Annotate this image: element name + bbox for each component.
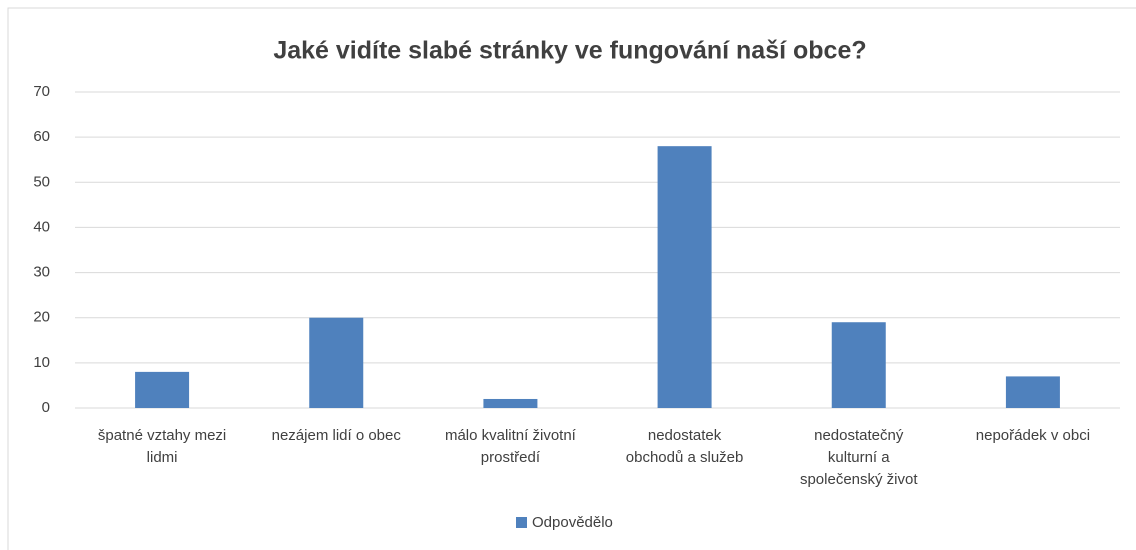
y-tick-label: 70 [33, 83, 50, 100]
x-tick-label: málo kvalitní životní prostředí [444, 427, 576, 466]
y-tick-label: 10 [33, 354, 50, 371]
x-tick-label: nedostatečný kulturní a společenský živo… [799, 427, 918, 488]
y-tick-label: 60 [33, 128, 50, 145]
bar [309, 317, 364, 408]
y-tick-label: 0 [42, 399, 50, 416]
chart-title: Jaké vidíte slabé stránky ve fungování n… [273, 37, 866, 65]
x-tick-label: nezájem lidí o obec [271, 427, 401, 444]
y-tick-label: 20 [33, 309, 50, 326]
y-tick-label: 30 [33, 264, 50, 281]
y-tick-label: 40 [33, 218, 50, 235]
bar [483, 398, 538, 408]
bar [1005, 376, 1060, 408]
x-tick-label: nedostatek obchodů a služeb [625, 427, 744, 466]
bar [831, 322, 886, 408]
bar [657, 146, 712, 408]
legend-swatch [516, 517, 527, 528]
x-tick-label: nepořádek v obci [975, 427, 1091, 444]
x-tick-label: špatné vztahy mezi lidmi [97, 427, 227, 466]
chart-frame [7, 7, 1136, 550]
y-tick-label: 50 [33, 173, 50, 190]
bar [135, 371, 190, 408]
legend-label: Odpovědělo [532, 514, 613, 531]
